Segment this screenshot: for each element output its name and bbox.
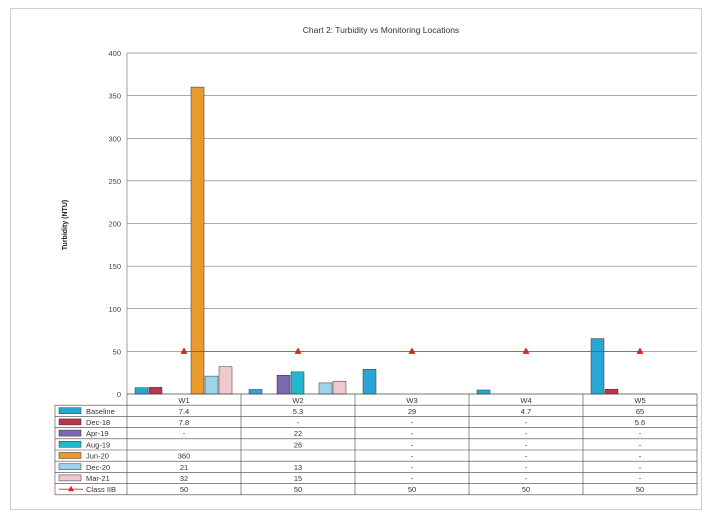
turbidity-chart: Chart 2: Turbidity vs Monitoring Locatio… <box>54 25 698 496</box>
chart-title: Chart 2: Turbidity vs Monitoring Locatio… <box>303 25 459 35</box>
y-tick-label: 50 <box>113 347 121 356</box>
data-label-w1-baseline: 7.4 <box>179 407 189 416</box>
bar-w3-baseline <box>362 369 377 395</box>
marker-w4-class-iib <box>522 347 530 354</box>
bar-w1-mar-21 <box>218 366 233 395</box>
data-label-w3-class-iib: 50 <box>408 485 416 494</box>
data-label-w3-dec-20: - <box>411 463 414 472</box>
data-label-w2-class-iib: 50 <box>294 485 302 494</box>
data-label-w3-dec-18: - <box>411 418 414 427</box>
data-label-w1-dec-18: 7.8 <box>179 418 189 427</box>
bar-w4-baseline <box>476 389 491 395</box>
legend-key-baseline <box>58 407 82 414</box>
x-tick-label-w3: W3 <box>406 396 417 405</box>
data-label-w5-jun-20: - <box>639 452 642 461</box>
bar-w2-aug-19 <box>290 371 305 395</box>
data-label-w5-dec-18: 5.6 <box>635 418 645 427</box>
y-tick-label: 350 <box>108 92 121 101</box>
data-label-w4-apr-19: - <box>525 429 528 438</box>
y-tick-label: 0 <box>117 390 121 399</box>
data-label-w5-apr-19: - <box>639 429 642 438</box>
data-label-w3-mar-21: - <box>411 474 414 483</box>
data-label-w2-aug-19: 26 <box>294 440 302 449</box>
bar-w1-baseline <box>134 387 149 395</box>
bar-w5-baseline <box>590 338 605 395</box>
legend-key-dec-20 <box>58 463 82 470</box>
y-tick-label: 100 <box>108 305 121 314</box>
bar-w1-dec-20 <box>204 375 219 395</box>
legend-label-dec-20: Dec-20 <box>86 463 110 472</box>
data-label-w1-apr-19: - <box>183 429 186 438</box>
data-label-w4-dec-20: - <box>525 463 528 472</box>
data-label-w3-jun-20: - <box>411 452 414 461</box>
chart-frame: Chart 2: Turbidity vs Monitoring Locatio… <box>10 8 702 510</box>
data-label-w5-class-iib: 50 <box>636 485 644 494</box>
data-label-w3-aug-19: - <box>411 440 414 449</box>
data-label-w3-apr-19: - <box>411 429 414 438</box>
data-label-w3-baseline: 29 <box>408 407 416 416</box>
legend-label-aug-19: Aug-19 <box>86 440 110 449</box>
marker-w2-class-iib <box>294 347 302 354</box>
data-label-w2-dec-20: 13 <box>294 463 302 472</box>
data-label-w1-jun-20: 360 <box>178 452 191 461</box>
data-label-w2-mar-21: 15 <box>294 474 302 483</box>
bar-w2-dec-20 <box>318 382 333 395</box>
x-tick-label-w1: W1 <box>178 396 189 405</box>
bar-w2-baseline <box>248 389 263 395</box>
legend-key-dec-18 <box>58 418 82 426</box>
legend-label-apr-19: Apr-19 <box>86 429 109 438</box>
y-tick-label: 300 <box>108 134 121 143</box>
y-tick-label: 400 <box>108 49 121 58</box>
data-label-w5-baseline: 65 <box>636 407 644 416</box>
bar-w2-mar-21 <box>332 380 347 395</box>
data-label-w4-jun-20: - <box>525 452 528 461</box>
data-label-w2-apr-19: 22 <box>294 429 302 438</box>
x-tick-label-w2: W2 <box>292 396 303 405</box>
marker-w1-class-iib <box>180 347 188 354</box>
legend-key-mar-21 <box>58 474 82 482</box>
legend-key-apr-19 <box>58 429 82 437</box>
bar-w1-dec-18 <box>148 387 163 395</box>
y-tick-label: 200 <box>108 220 121 229</box>
data-label-w1-class-iib: 50 <box>180 485 188 494</box>
data-label-w4-class-iib: 50 <box>522 485 530 494</box>
bar-w2-apr-19 <box>276 374 291 395</box>
data-label-w4-dec-18: - <box>525 418 528 427</box>
data-label-w5-aug-19: - <box>639 440 642 449</box>
data-label-w5-mar-21: - <box>639 474 642 483</box>
data-label-w4-aug-19: - <box>525 440 528 449</box>
legend-label-mar-21: Mar-21 <box>86 474 110 483</box>
x-tick-label-w4: W4 <box>520 396 531 405</box>
legend-key-aug-19 <box>58 441 82 448</box>
legend-key-jun-20 <box>58 452 82 459</box>
legend-label-dec-18: Dec-18 <box>86 418 110 427</box>
y-axis-label: Turbidity (NTU) <box>62 200 69 250</box>
y-tick-label: 250 <box>108 177 121 186</box>
data-label-w1-mar-21: 32 <box>180 474 188 483</box>
data-label-w5-dec-20: - <box>639 463 642 472</box>
data-label-w2-dec-18: - <box>297 418 300 427</box>
legend-label-baseline: Baseline <box>86 407 115 416</box>
legend-label-class-iib: Class IIB <box>86 485 116 494</box>
data-label-w2-baseline: 5.3 <box>293 407 303 416</box>
y-tick-label: 150 <box>108 262 121 271</box>
data-label-w4-mar-21: - <box>525 474 528 483</box>
data-label-w4-baseline: 4.7 <box>521 407 531 416</box>
bar-w5-dec-18 <box>604 388 619 395</box>
x-tick-label-w5: W5 <box>634 396 645 405</box>
legend-marker-class-iib <box>68 485 74 492</box>
legend-label-jun-20: Jun-20 <box>86 452 109 461</box>
bar-w1-jun-20 <box>190 86 205 395</box>
marker-w3-class-iib <box>408 347 416 354</box>
marker-w5-class-iib <box>636 347 644 354</box>
data-label-w1-dec-20: 21 <box>180 463 188 472</box>
